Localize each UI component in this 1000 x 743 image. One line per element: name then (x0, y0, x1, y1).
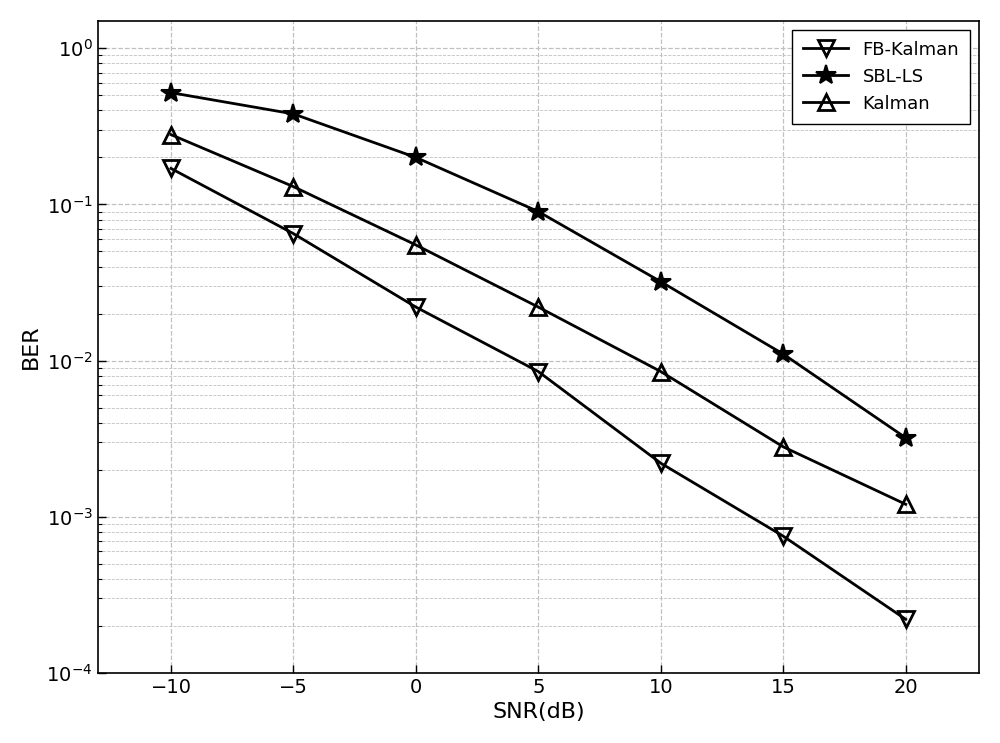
Kalman (410, 241, 422, 250)
SBL-LS (777, 350, 789, 359)
Legend: FB-Kalman, SBL-LS, Kalman: FB-Kalman, SBL-LS, Kalman (792, 30, 970, 123)
FB-Kalman (655, 458, 667, 467)
SBL-LS (532, 207, 544, 216)
Kalman (655, 367, 667, 376)
FB-Kalman (410, 302, 422, 311)
FB-Kalman (532, 367, 544, 376)
Line: Kalman: Kalman (163, 126, 914, 513)
SBL-LS (287, 109, 299, 118)
Line: SBL-LS: SBL-LS (161, 82, 916, 448)
FB-Kalman (900, 615, 912, 624)
X-axis label: SNR(dB): SNR(dB) (492, 702, 585, 722)
Kalman (777, 442, 789, 451)
FB-Kalman (165, 164, 177, 173)
FB-Kalman (287, 229, 299, 238)
Y-axis label: BER: BER (21, 325, 41, 369)
Kalman (165, 130, 177, 139)
SBL-LS (655, 277, 667, 286)
SBL-LS (165, 88, 177, 97)
Line: FB-Kalman: FB-Kalman (163, 160, 914, 628)
SBL-LS (900, 433, 912, 442)
Kalman (532, 302, 544, 311)
Kalman (900, 500, 912, 509)
Kalman (287, 182, 299, 191)
SBL-LS (410, 153, 422, 162)
FB-Kalman (777, 532, 789, 541)
